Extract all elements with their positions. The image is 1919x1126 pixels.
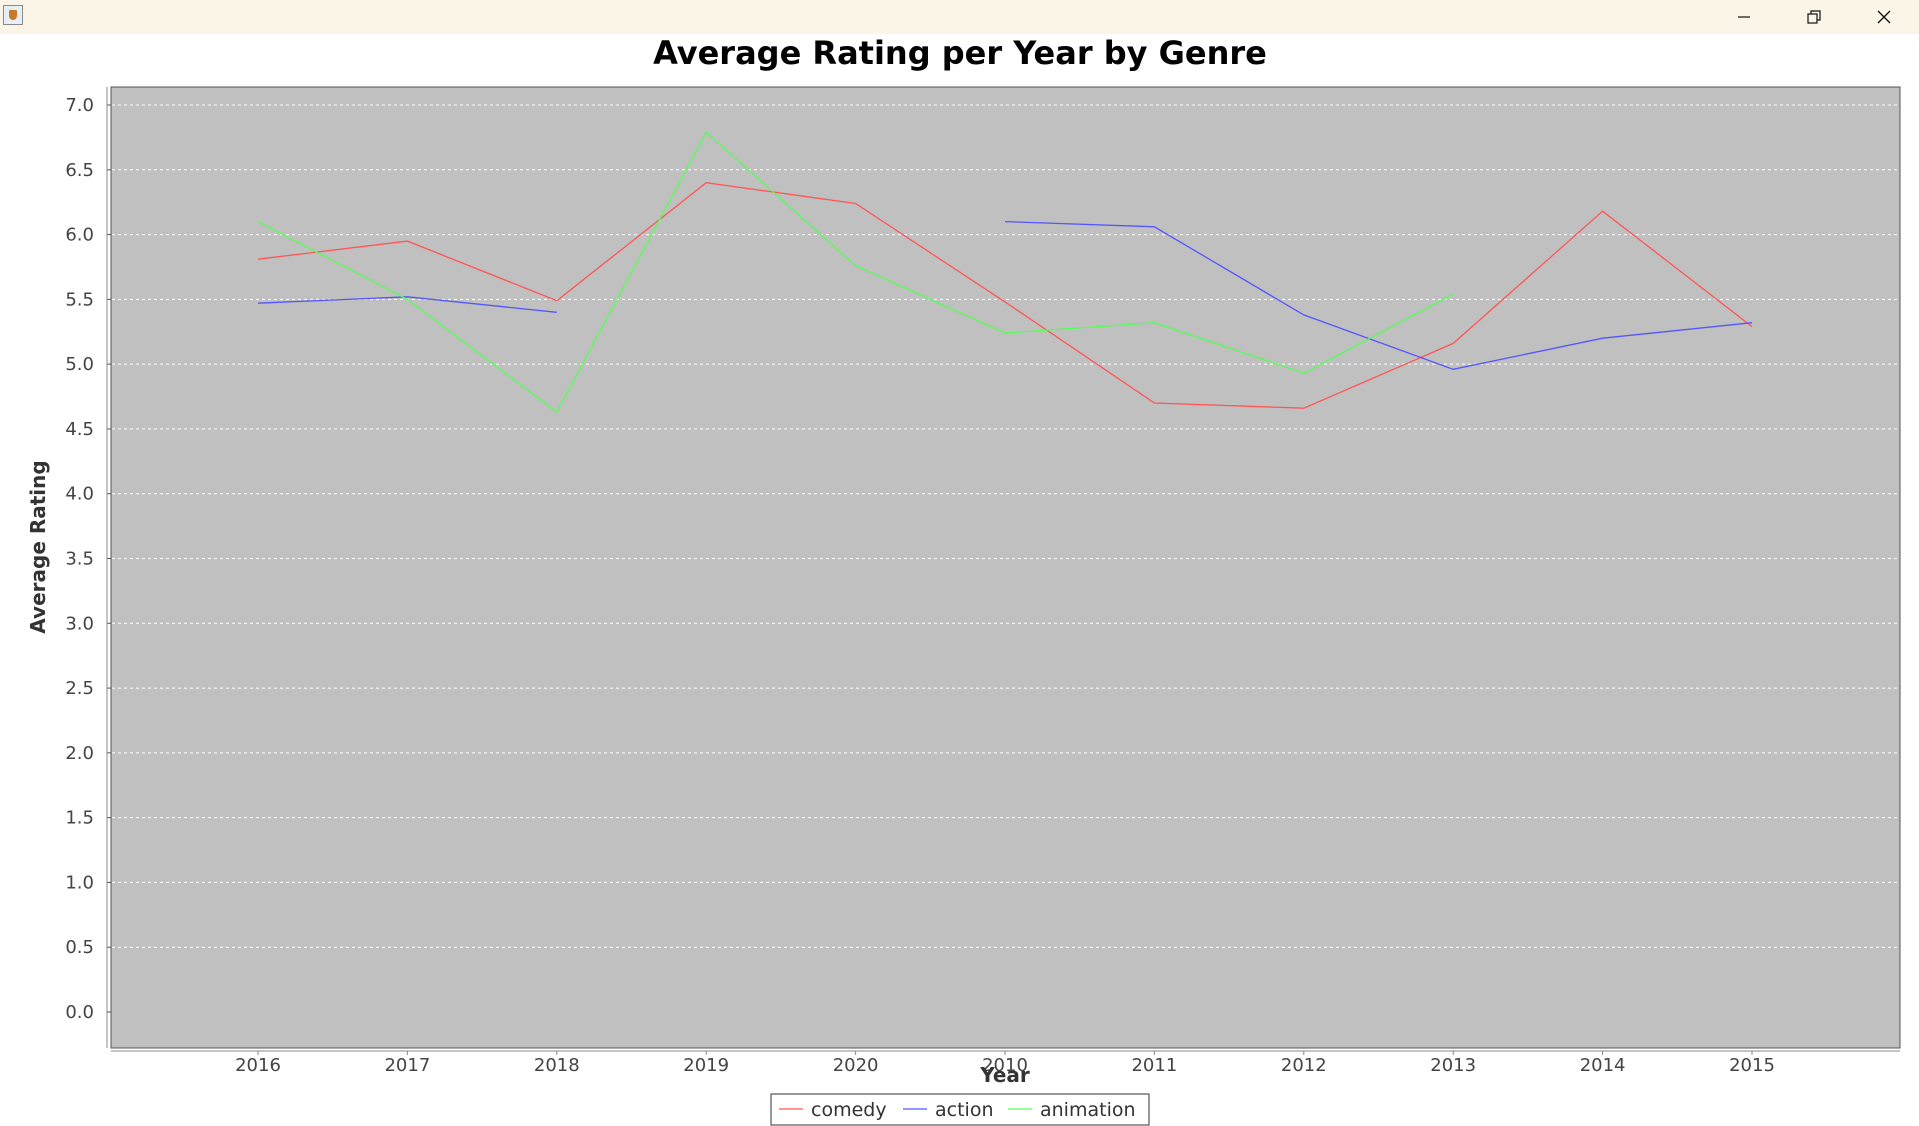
legend: comedy action animation (770, 1093, 1150, 1126)
y-tick-label: 4.0 (65, 484, 94, 505)
legend-label-action: action (935, 1099, 993, 1121)
y-tick-label: 7.0 (65, 95, 94, 116)
series-line-animation (257, 131, 1454, 414)
y-tick-label: 1.0 (65, 872, 94, 893)
y-axis: 0.0 0.5 1.0 1.5 2.0 2.5 3.0 3.5 4.0 4.5 5.0 5.5 6.0 6… (65, 87, 111, 1048)
close-icon[interactable] (1854, 0, 1914, 34)
series-lines (257, 131, 1753, 414)
plot-area (110, 86, 1901, 1049)
y-tick-label: 0.5 (65, 937, 94, 958)
x-tick-label: 2013 (1430, 1055, 1476, 1076)
y-tick-label: 1.5 (65, 808, 94, 829)
chart-title: Average Rating per Year by Genre (653, 34, 1267, 72)
y-tick-label: 4.5 (65, 419, 94, 440)
grid-lines (112, 104, 1899, 948)
x-tick-label: 2011 (1131, 1055, 1177, 1076)
x-axis-label: Year (979, 1063, 1030, 1087)
x-tick-label: 2019 (683, 1055, 729, 1076)
legend-label-comedy: comedy (811, 1099, 887, 1121)
y-tick-label: 3.5 (65, 549, 94, 570)
y-tick-label: 5.0 (65, 354, 94, 375)
x-tick-label: 2010 (982, 1055, 1028, 1076)
x-axis: 2016 2017 2018 2019 2020 2010 2011 2012 2013 2014… (111, 1050, 1900, 1076)
series-line-action (257, 296, 557, 313)
series-line-comedy (257, 182, 1753, 409)
y-axis-label: Average Rating (26, 460, 50, 633)
x-tick-label: 2015 (1729, 1055, 1775, 1076)
minimize-icon[interactable] (1714, 0, 1774, 34)
window-titlebar (0, 0, 1919, 34)
chart-panel: Average Rating per Year by Genre 0.0 0.5 1… (0, 34, 1919, 1126)
x-tick-label: 2018 (534, 1055, 580, 1076)
y-tick-label: 5.5 (65, 289, 94, 310)
java-cup-icon[interactable] (3, 5, 23, 25)
x-tick-label: 2012 (1281, 1055, 1327, 1076)
legend-box (770, 1093, 1150, 1126)
x-tick-label: 2014 (1580, 1055, 1626, 1076)
y-tick-label: 0.0 (65, 1002, 94, 1023)
x-tick-label: 2017 (384, 1055, 430, 1076)
x-tick-label: 2020 (833, 1055, 879, 1076)
legend-label-animation: animation (1040, 1099, 1136, 1121)
y-tick-label: 6.0 (65, 225, 94, 246)
y-tick-label: 3.0 (65, 613, 94, 634)
x-tick-label: 2016 (235, 1055, 281, 1076)
y-tick-label: 2.5 (65, 678, 94, 699)
y-tick-label: 2.0 (65, 743, 94, 764)
restore-icon[interactable] (1784, 0, 1844, 34)
y-tick-label: 6.5 (65, 160, 94, 181)
line-chart: Average Rating per Year by Genre 0.0 0.5 1… (26, 34, 1901, 1126)
series-line-action (1004, 220, 1753, 370)
